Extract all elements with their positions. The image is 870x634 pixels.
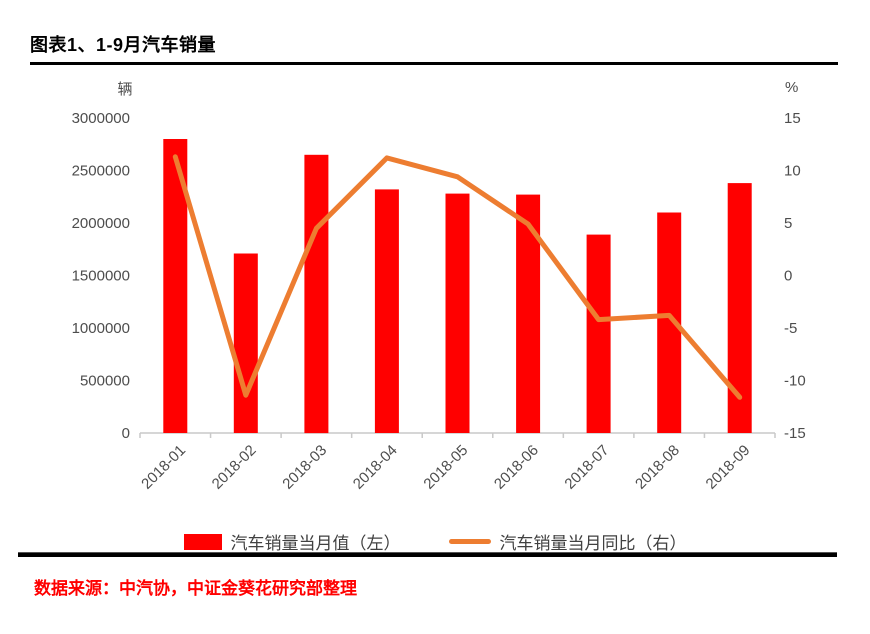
yoy-line <box>172 154 743 400</box>
legend-label-sales: 汽车销量当月值（左） <box>230 534 401 553</box>
footer-divider-line <box>18 552 837 557</box>
left-axis-tick-label: 1000000 <box>72 320 130 337</box>
right-axis-tick-label: 15 <box>784 110 801 127</box>
right-axis-tick-label: 10 <box>784 163 801 180</box>
legend-label-yoy: 汽车销量当月同比（右） <box>499 534 687 553</box>
right-axis-tick-label: 5 <box>784 215 792 232</box>
bar-2018-04 <box>374 189 399 433</box>
right-axis-tick-label: 0 <box>784 268 792 285</box>
title-divider-line <box>30 62 838 65</box>
chart-title: 图表1、1-9月汽车销量 <box>30 35 217 55</box>
x-axis-label-2018-03: 2018-03 <box>279 442 330 493</box>
left-axis-tick-label: 1500000 <box>72 268 130 285</box>
left-axis-tick-label: 3000000 <box>72 110 130 127</box>
data-source-note: 数据来源：中汽协，中证金葵花研究部整理 <box>34 579 357 598</box>
legend-item-sales: 汽车销量当月值（左） <box>183 529 401 554</box>
bar-2018-02 <box>233 253 258 433</box>
bar-2018-05 <box>445 193 470 433</box>
x-axis-label-2018-08: 2018-08 <box>632 442 683 493</box>
x-axis-label-2018-05: 2018-05 <box>420 442 471 493</box>
bar-series-swatch <box>183 533 222 550</box>
left-axis-tick-label: 0 <box>122 425 130 442</box>
left-axis-unit: 辆 <box>117 81 132 98</box>
line-series-swatch <box>448 539 491 544</box>
right-axis-tick-label: -5 <box>784 320 797 337</box>
x-axis-label-2018-06: 2018-06 <box>491 442 542 493</box>
x-axis-label-2018-07: 2018-07 <box>561 442 612 493</box>
bar-2018-03 <box>304 154 329 434</box>
x-axis-label-2018-09: 2018-09 <box>703 442 754 493</box>
right-axis-tick-label: -15 <box>784 425 806 442</box>
left-axis-tick-label: 2500000 <box>72 163 130 180</box>
legend-item-yoy: 汽车销量当月同比（右） <box>448 529 687 554</box>
chart-legend: 汽车销量当月值（左） 汽车销量当月同比（右） <box>0 529 870 554</box>
x-axis-label-2018-02: 2018-02 <box>209 442 260 493</box>
x-axis-label-2018-04: 2018-04 <box>350 442 401 493</box>
right-axis-tick-label: -10 <box>784 373 806 390</box>
left-axis-tick-label: 500000 <box>80 373 130 390</box>
bar-2018-06 <box>516 194 541 433</box>
left-axis-tick-label: 2000000 <box>72 215 130 232</box>
bar-2018-07 <box>586 234 611 433</box>
right-axis-unit: % <box>785 79 798 96</box>
x-axis-label-2018-01: 2018-01 <box>138 442 189 493</box>
